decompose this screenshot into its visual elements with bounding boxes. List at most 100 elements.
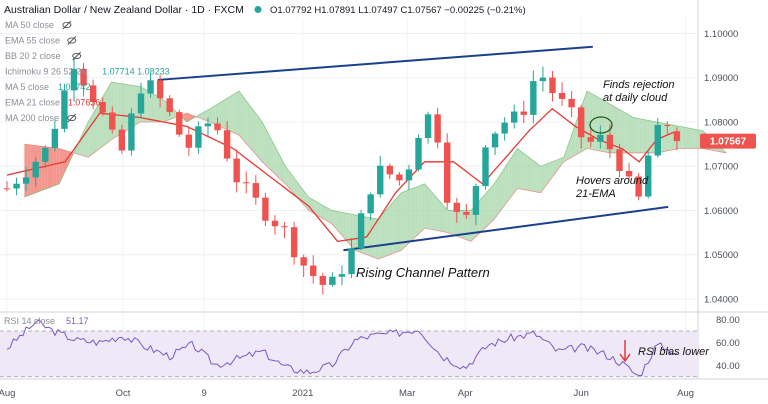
candle-up <box>482 147 489 187</box>
cloud-segment-bullish <box>279 155 283 182</box>
cloud-segment-bullish <box>120 83 123 135</box>
cloud-segment-bullish <box>125 84 129 131</box>
candle-down <box>664 124 671 126</box>
hovers-note-line: 21-EMA <box>575 188 616 200</box>
cloud-segment-bearish <box>186 113 190 122</box>
cloud-segment-bullish <box>595 95 599 151</box>
candle-up <box>32 161 39 178</box>
ema-21-layer <box>6 107 675 243</box>
candle-down <box>444 142 451 203</box>
legend-row[interactable]: Ichimoku 9 26 52 26 1.07714 1.08233 <box>5 67 170 77</box>
legend-row[interactable]: MA 200 close <box>5 113 77 123</box>
legend-label: MA 50 close <box>5 20 54 30</box>
eye-slash <box>62 20 72 30</box>
cloud-segment-bullish <box>430 190 434 230</box>
cloud-segment-bullish <box>491 183 495 223</box>
candle-up <box>539 77 547 82</box>
cloud-segment-bullish <box>117 83 121 137</box>
cloud-segment-bullish <box>645 119 648 153</box>
candle-down <box>80 68 87 86</box>
cloud-segment-bullish <box>479 197 483 234</box>
time-axis-tick-label: Oct <box>116 388 131 399</box>
cloud-segment-bullish <box>624 112 628 153</box>
cloud-segment-bullish <box>172 108 176 119</box>
cloud-segment-bullish <box>323 205 326 221</box>
candle-down <box>185 134 193 148</box>
cloud-segment-bullish <box>517 148 521 189</box>
cloud-segment-bullish <box>639 118 643 153</box>
channel-lower-line <box>343 205 669 252</box>
candle-up <box>530 81 537 115</box>
indicator-legend[interactable]: MA 50 close EMA 55 close BB 20 2 close Ichi… <box>5 20 170 123</box>
cloud-segment-bullish <box>537 164 541 193</box>
cloud-segment-bullish <box>546 162 550 186</box>
legend-row[interactable]: EMA 55 close <box>5 36 77 46</box>
eye-outline <box>67 114 77 122</box>
cloud-segment-bullish <box>334 211 338 231</box>
cloud-segment-bullish <box>543 164 547 189</box>
cloud-segment-bullish <box>227 96 231 132</box>
legend-value: 1.07714 1.08233 <box>102 67 170 77</box>
candle-down <box>89 85 97 103</box>
rejection-circle <box>589 116 613 134</box>
candle-down <box>587 137 594 142</box>
cloud-segment-bullish <box>282 160 286 184</box>
cloud-segment-bullish <box>630 115 634 153</box>
candle-up <box>61 90 68 129</box>
eye-slash <box>72 51 82 61</box>
cloud-segment-bullish <box>575 115 579 156</box>
cloud-segment-bullish <box>88 116 92 158</box>
legend-row[interactable]: MA 5 close 1.07742 <box>5 82 91 92</box>
time-axis-tick-label: Aug <box>0 388 15 399</box>
eye-slash <box>67 36 77 45</box>
candle-down <box>625 171 633 177</box>
cloud-segment-bullish <box>485 190 489 228</box>
candle-up <box>424 114 432 139</box>
cloud-segment-bullish <box>241 94 245 142</box>
cloud-segment-bullish <box>398 192 402 252</box>
legend-label: MA 5 close <box>5 82 49 92</box>
candle-down <box>310 265 317 276</box>
cloud-segment-bullish <box>204 110 208 121</box>
price-axis-tick-label: 1.09000 <box>704 73 738 84</box>
legend-label: BB 20 2 close <box>5 51 61 61</box>
candle-down <box>578 107 585 138</box>
hidden-eye-icon <box>67 113 77 123</box>
candle-down <box>99 102 106 113</box>
cloud-segment-bullish <box>633 117 637 153</box>
legend-row[interactable]: MA 50 close <box>5 20 72 30</box>
cloud-segment-bullish <box>459 210 463 239</box>
cloud-segment-bullish <box>384 209 387 257</box>
cloud-segment-bullish <box>343 212 347 241</box>
cloud-segment-bullish <box>395 196 399 253</box>
legend-row[interactable]: BB 20 2 close <box>5 51 82 61</box>
cloud-segment-bullish <box>288 170 292 191</box>
time-axis-tick-label: Apr <box>458 388 473 399</box>
candle-up <box>348 248 355 275</box>
cloud-segment-bullish <box>265 127 268 168</box>
hidden-eye-icon <box>62 20 72 30</box>
candle-up <box>137 93 145 114</box>
cloud-segment-bullish <box>285 166 289 188</box>
cloud-segment-bullish <box>520 150 524 190</box>
cloud-segment-bullish <box>146 89 150 122</box>
candle-down <box>616 149 623 172</box>
cloud-segment-bullish <box>273 144 277 176</box>
price-axis-tick-label: 1.08000 <box>704 117 738 128</box>
cloud-segment-bullish <box>534 161 538 193</box>
candle-up <box>204 123 212 127</box>
candle-down <box>156 80 164 99</box>
hidden-eye-icon <box>72 51 82 61</box>
cloud-segment-bullish <box>697 129 701 149</box>
legend-row[interactable]: EMA 21 close 1.07636 <box>5 98 100 108</box>
cloud-segment-bullish <box>468 210 471 242</box>
cloud-segment-bullish <box>363 216 367 255</box>
channel-upper-line <box>157 45 593 81</box>
price-axis-tick-label: 1.07000 <box>704 162 738 173</box>
cloud-segment-bullish <box>154 94 158 122</box>
cloud-segment-bullish <box>442 203 445 233</box>
cloud-segment-bullish <box>413 187 416 240</box>
candle-down <box>568 98 575 108</box>
candle-up <box>367 194 374 214</box>
candle-up <box>377 165 384 195</box>
